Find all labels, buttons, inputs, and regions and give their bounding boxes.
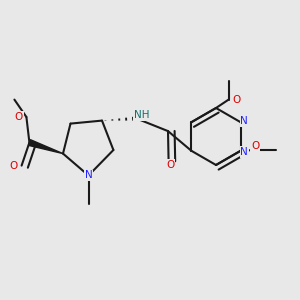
Text: O: O <box>232 94 241 105</box>
Text: O: O <box>10 160 18 171</box>
Text: O: O <box>251 141 259 151</box>
Text: N: N <box>240 147 248 157</box>
Text: N: N <box>85 170 92 181</box>
Polygon shape <box>28 140 63 154</box>
Text: O: O <box>15 112 23 122</box>
Text: O: O <box>166 160 174 170</box>
Text: NH: NH <box>134 110 150 121</box>
Text: N: N <box>240 116 248 126</box>
